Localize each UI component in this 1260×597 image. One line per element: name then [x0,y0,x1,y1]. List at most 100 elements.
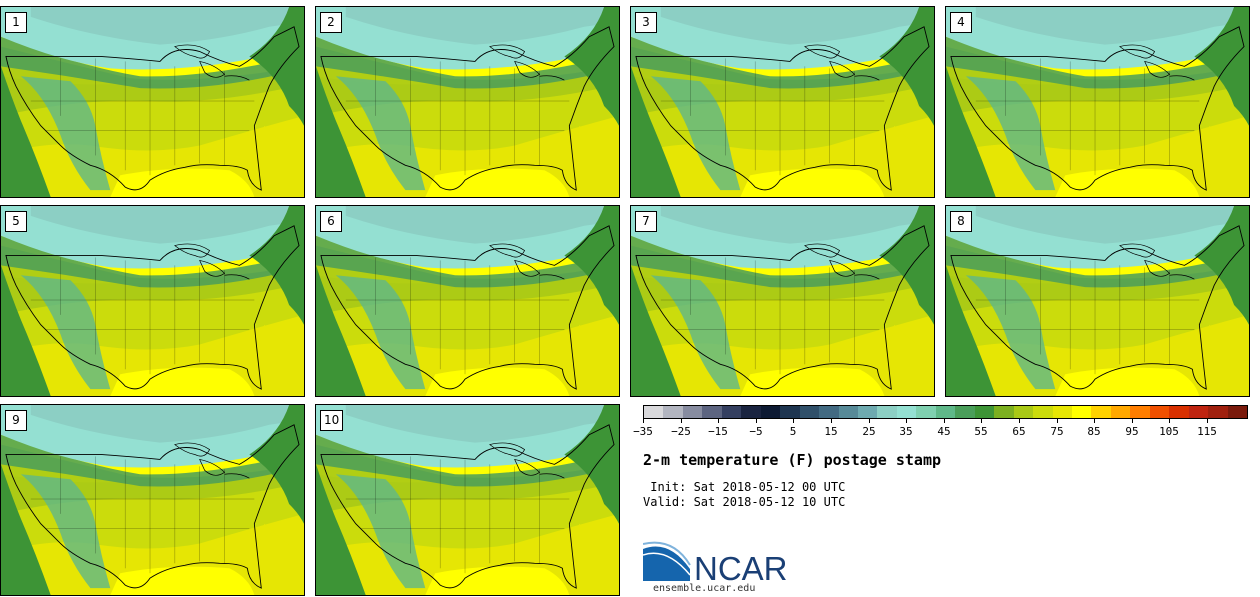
chart-title: 2-m temperature (F) postage stamp [643,451,942,469]
panel-label: 6 [320,211,342,232]
colorbar-tick [1169,419,1170,423]
temperature-map [631,206,934,396]
map-panel-1: 1 [0,6,305,198]
colorbar-swatch [974,406,995,418]
logo-url: ensemble.ucar.edu [653,583,756,594]
panel-label: 10 [320,410,344,431]
colorbar-tick-label: 85 [1087,425,1101,438]
colorbar-swatch [819,406,839,418]
colorbar-swatch [682,406,703,418]
colorbar-swatch [1149,406,1170,418]
valid-time: Valid: Sat 2018-05-12 10 UTC [643,495,846,509]
colorbar-tick [981,419,982,423]
colorbar-swatch [644,406,664,418]
colorbar-tick-label: 15 [824,425,838,438]
colorbar-tick [793,419,794,423]
colorbar-swatch [780,406,800,418]
map-panel-6: 6 [315,205,620,397]
temperature-map [946,206,1249,396]
colorbar-swatch [1071,406,1092,418]
map-panel-10: 10 [315,404,620,596]
temperature-map [316,405,619,595]
map-panel-8: 8 [945,205,1250,397]
temperature-map [316,206,619,396]
panel-label: 5 [5,211,27,232]
map-panel-4: 4 [945,6,1250,198]
colorbar-swatch [1227,406,1248,418]
colorbar-tick-label: −5 [749,425,763,438]
colorbar-tick-label: 25 [862,425,876,438]
map-panel-3: 3 [630,6,935,198]
colorbar-tick [1132,419,1133,423]
colorbar-tick-label: 35 [899,425,913,438]
colorbar-swatch [1013,406,1034,418]
colorbar-tick [1057,419,1058,423]
colorbar-tick [869,419,870,423]
colorbar-swatch [721,406,742,418]
colorbar-tick-label: −15 [708,425,728,438]
map-panel-2: 2 [315,6,620,198]
colorbar-swatch [1033,406,1053,418]
colorbar-tick [1019,419,1020,423]
colorbar-swatch [799,406,820,418]
colorbar-tick [906,419,907,423]
colorbar-swatch [877,406,897,418]
colorbar-tick-label: 95 [1125,425,1139,438]
colorbar-tick-label: 65 [1012,425,1026,438]
colorbar-swatch [1169,406,1189,418]
colorbar-swatch [1110,406,1131,418]
panel-label: 4 [950,12,972,33]
colorbar-ticks: −35 −25 −15 −5 5 15 25 35 45 55 65 75 85 95 105 115 [633,419,1248,439]
colorbar-swatch [1052,406,1072,418]
panel-label: 8 [950,211,972,232]
colorbar-swatch [838,406,858,418]
ncar-logo-text: NCAR [694,550,788,583]
colorbar-tick-label: 5 [789,425,797,438]
colorbar-tick-label: 55 [974,425,988,438]
temperature-map [1,405,304,595]
temperature-map [631,7,934,197]
colorbar-tick [1207,419,1208,423]
colorbar-swatch [663,406,683,418]
temperature-map [1,206,304,396]
colorbar-swatch [1130,406,1150,418]
colorbar-tick-label: −25 [671,425,691,438]
panel-label: 3 [635,12,657,33]
colorbar-swatch [994,406,1014,418]
colorbar-swatch [916,406,936,418]
temperature-colorbar [643,405,1248,419]
colorbar-tick [643,419,644,423]
colorbar-tick-label: 75 [1050,425,1064,438]
colorbar-swatch [741,406,761,418]
panel-label: 9 [5,410,27,431]
colorbar-swatch [1188,406,1209,418]
temperature-map [946,7,1249,197]
panel-label: 1 [5,12,27,33]
colorbar-swatch [760,406,781,418]
temperature-map [316,7,619,197]
colorbar-swatch [935,406,956,418]
colorbar-swatch [1091,406,1111,418]
colorbar-tick-label: 105 [1159,425,1179,438]
temperature-map [1,7,304,197]
colorbar-tick [944,419,945,423]
colorbar-swatch [1208,406,1228,418]
colorbar-tick [681,419,682,423]
colorbar-swatch [857,406,878,418]
colorbar-tick-label: 115 [1197,425,1217,438]
colorbar-tick [718,419,719,423]
panel-label: 7 [635,211,657,232]
map-panel-9: 9 [0,404,305,596]
colorbar-tick [1094,419,1095,423]
colorbar-tick [756,419,757,423]
ncar-logo: NCAR [643,541,788,583]
init-time: Init: Sat 2018-05-12 00 UTC [643,480,846,494]
colorbar-tick [831,419,832,423]
map-panel-7: 7 [630,205,935,397]
colorbar-swatch [896,406,917,418]
colorbar-tick-label: −35 [633,425,653,438]
colorbar-tick-label: 45 [937,425,951,438]
colorbar-swatch [955,406,975,418]
map-panel-5: 5 [0,205,305,397]
panel-label: 2 [320,12,342,33]
